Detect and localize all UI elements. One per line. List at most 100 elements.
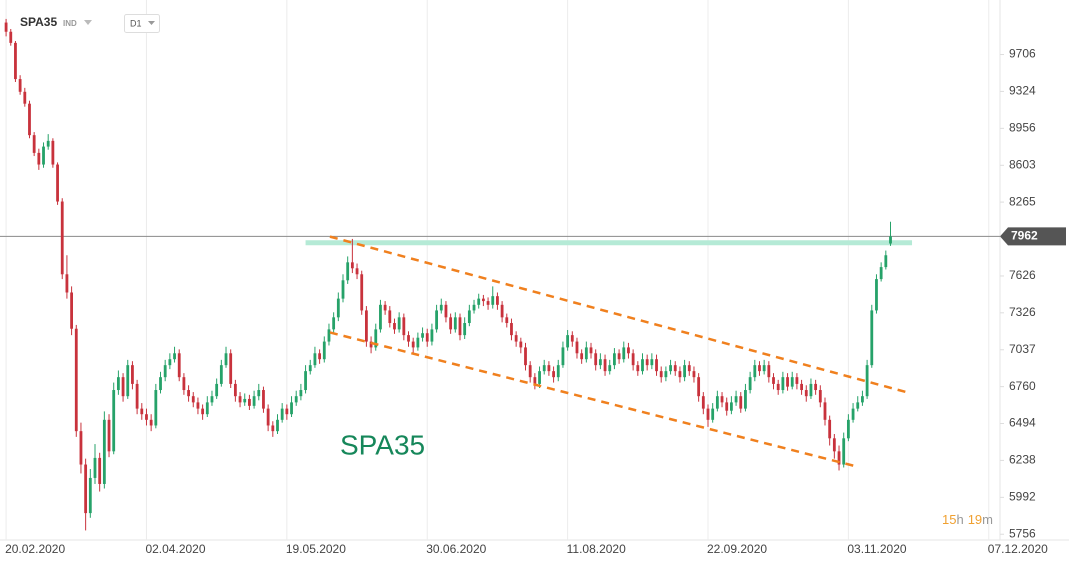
candle-body <box>313 353 317 366</box>
candle-body <box>14 42 17 80</box>
candle-body <box>729 402 733 411</box>
candle-body <box>594 353 598 366</box>
candle-body <box>458 317 462 336</box>
candle-body <box>556 365 560 378</box>
candle-body <box>861 396 864 403</box>
timer-minutes-unit: m <box>982 512 993 527</box>
candle-body <box>121 377 125 397</box>
candle-body <box>364 310 368 342</box>
candle-body <box>533 377 537 384</box>
candle-body <box>856 402 860 409</box>
candle-body <box>145 414 148 420</box>
candle-body <box>711 408 715 420</box>
market: IND <box>63 19 77 28</box>
candle-body <box>645 359 649 366</box>
candle-body <box>23 91 27 104</box>
candle-body <box>715 396 719 409</box>
candle-body <box>88 477 92 514</box>
candle-body <box>126 365 130 397</box>
candle-body <box>191 396 195 403</box>
candle-body <box>818 390 822 403</box>
candle-body <box>116 377 120 391</box>
candle-body <box>734 396 738 403</box>
candle-body <box>678 371 682 378</box>
candle-body <box>575 341 579 354</box>
candle-body <box>453 317 457 330</box>
trendline <box>329 235 909 394</box>
candle-body <box>28 103 31 136</box>
candle-body <box>425 333 429 342</box>
candle-body <box>308 365 312 372</box>
candle-body <box>98 457 102 484</box>
x-tick-label: 20.02.2020 <box>5 542 65 556</box>
candle-body <box>767 365 771 378</box>
candle-body <box>706 408 710 420</box>
candle-body <box>795 377 799 384</box>
candle-body <box>837 451 841 465</box>
candle-body <box>697 377 701 397</box>
candle-body <box>74 328 78 432</box>
candle-body <box>388 310 392 324</box>
candle-body <box>561 347 565 366</box>
candle-body <box>196 402 200 409</box>
candle-body <box>266 408 270 426</box>
candle-body <box>229 353 233 384</box>
candle-body <box>842 438 846 465</box>
candle-body <box>725 402 729 411</box>
y-tick-label: 5756 <box>1009 526 1036 540</box>
interval-dropdown[interactable] <box>148 21 155 25</box>
candle-body <box>463 323 467 336</box>
y-tick-label: 9706 <box>1009 47 1036 61</box>
candle-body <box>149 419 153 426</box>
candle-body <box>683 365 687 378</box>
candle-body <box>51 140 55 165</box>
candle-body <box>383 304 387 311</box>
candle-body <box>570 335 574 342</box>
candle-body <box>233 383 237 397</box>
candle-body <box>776 383 780 391</box>
candle-body <box>135 383 139 409</box>
candle-body <box>205 402 209 415</box>
x-tick-label: 02.04.2020 <box>145 542 205 556</box>
candle-body <box>496 296 499 305</box>
candle-body <box>112 390 116 452</box>
candle-body <box>800 383 803 391</box>
candle-body <box>243 398 247 403</box>
candle-body <box>154 390 158 426</box>
last-price-box <box>1000 227 1066 246</box>
interval-box[interactable] <box>124 14 160 33</box>
candle-body <box>201 408 205 415</box>
y-tick-label: 6760 <box>1009 379 1036 393</box>
candle-body <box>252 396 256 406</box>
candle-body <box>224 353 228 366</box>
candle-body <box>177 353 181 378</box>
candle-body <box>669 365 672 372</box>
candle-body <box>804 390 808 397</box>
candle-body <box>889 236 892 244</box>
plot <box>0 18 1000 531</box>
timer-hours-unit: h <box>956 512 963 527</box>
timer: 15h 19m <box>942 512 993 527</box>
watermark: SPA35 <box>340 429 425 460</box>
candle-body <box>603 359 607 372</box>
candle-body <box>107 419 111 452</box>
candle-body <box>187 390 190 397</box>
y-tick-label: 7037 <box>1009 342 1036 356</box>
candle-body <box>772 377 775 384</box>
candle-body <box>341 280 345 299</box>
candle-body <box>280 408 284 420</box>
candle-body <box>360 274 364 311</box>
candle-body <box>397 317 401 330</box>
candle-body <box>758 365 761 372</box>
candle-body <box>673 365 677 372</box>
candle-body <box>613 353 616 366</box>
trendline <box>329 331 859 468</box>
market-dropdown[interactable] <box>84 20 92 25</box>
candle-body <box>481 298 485 302</box>
timer-minutes: 19 <box>968 512 982 527</box>
candle-body <box>753 365 757 378</box>
candle-body <box>182 377 186 391</box>
x-tick-label: 30.06.2020 <box>426 542 486 556</box>
candle-body <box>510 323 513 336</box>
candle-body <box>744 390 747 409</box>
